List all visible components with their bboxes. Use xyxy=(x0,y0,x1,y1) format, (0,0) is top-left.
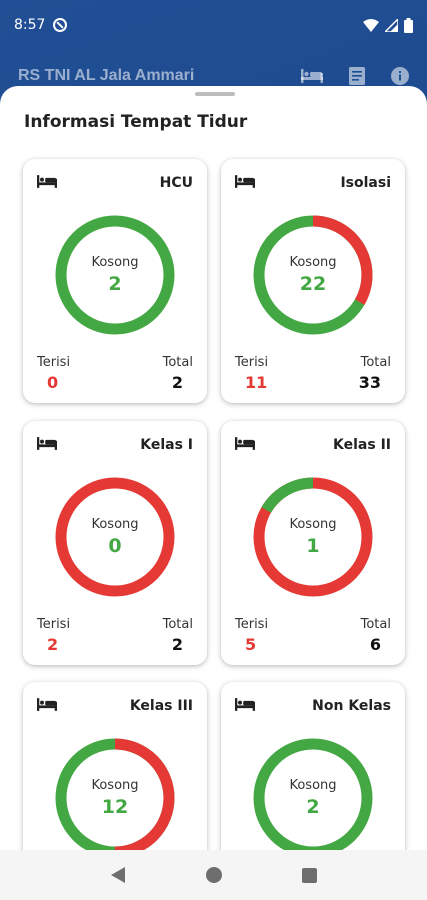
ward-name: Non Kelas xyxy=(312,698,391,714)
terisi-value: 2 xyxy=(47,635,59,654)
total-label: Total xyxy=(162,617,193,632)
home-icon[interactable] xyxy=(206,867,222,883)
kosong-value: 1 xyxy=(306,535,320,557)
total-value: 2 xyxy=(171,635,183,654)
info-icon[interactable] xyxy=(391,67,409,85)
battery-icon xyxy=(404,17,413,33)
document-icon[interactable] xyxy=(349,67,365,85)
bed-card-kelas-ii[interactable]: Kelas II Kosong 1 Terisi 5 Total 6 xyxy=(221,421,405,665)
total-value: 33 xyxy=(358,373,381,392)
do-not-disturb-icon xyxy=(53,18,68,32)
drag-handle[interactable] xyxy=(195,92,235,96)
kosong-value: 12 xyxy=(101,796,129,818)
bed-icon xyxy=(235,175,255,188)
recents-icon[interactable] xyxy=(302,867,317,883)
terisi-label: Terisi xyxy=(37,355,71,370)
bed-card-kelas-i[interactable]: Kelas I Kosong 0 Terisi 2 Total 2 xyxy=(23,421,207,665)
occupancy-donut xyxy=(253,215,373,335)
sheet-title: Informasi Tempat Tidur xyxy=(24,112,248,132)
bed-icon xyxy=(235,437,255,450)
occupancy-donut xyxy=(55,215,175,335)
kosong-value: 22 xyxy=(299,273,327,295)
bed-card-kelas-iii[interactable]: Kelas III Kosong 12 xyxy=(23,682,207,850)
terisi-label: Terisi xyxy=(235,617,269,632)
kosong-label: Kosong xyxy=(289,255,337,270)
kosong-label: Kosong xyxy=(91,517,139,532)
occupancy-donut xyxy=(253,738,373,850)
total-value: 6 xyxy=(369,635,381,654)
bed-icon xyxy=(235,698,255,711)
total-value: 2 xyxy=(171,373,183,392)
terisi-value: 11 xyxy=(245,373,268,392)
bed-icon xyxy=(37,437,57,450)
app-bar: RS TNI AL Jala Ammari xyxy=(0,58,427,94)
system-nav-bar xyxy=(0,850,427,900)
occupancy-donut xyxy=(55,477,175,597)
bed-icon xyxy=(37,175,57,188)
kosong-label: Kosong xyxy=(289,517,337,532)
terisi-label: Terisi xyxy=(235,355,269,370)
kosong-value: 2 xyxy=(108,273,122,295)
back-icon[interactable] xyxy=(110,866,126,884)
bed-card-hcu[interactable]: HCU Kosong 2 Terisi 0 Total 2 xyxy=(23,159,207,403)
bed-info-sheet: Informasi Tempat Tidur HCU Kosong 2 Teri… xyxy=(0,86,427,850)
bed-icon xyxy=(37,698,57,711)
ward-name: Kelas III xyxy=(129,698,193,714)
ward-name: Kelas II xyxy=(333,437,391,453)
terisi-label: Terisi xyxy=(37,617,71,632)
status-time: 8:57 xyxy=(14,17,46,33)
terisi-value: 0 xyxy=(47,373,59,392)
kosong-value: 0 xyxy=(108,535,122,557)
kosong-label: Kosong xyxy=(289,778,337,793)
terisi-value: 5 xyxy=(245,635,257,654)
occupancy-donut xyxy=(253,477,373,597)
signal-icon xyxy=(385,18,398,32)
wifi-icon xyxy=(363,18,379,32)
kosong-label: Kosong xyxy=(91,255,139,270)
total-label: Total xyxy=(162,355,193,370)
ward-name: HCU xyxy=(159,175,193,191)
app-title: RS TNI AL Jala Ammari xyxy=(18,67,195,84)
ward-name: Isolasi xyxy=(340,175,391,191)
kosong-value: 2 xyxy=(306,796,320,818)
ward-name: Kelas I xyxy=(140,437,193,453)
bed-card-isolasi[interactable]: Isolasi Kosong 22 Terisi 11 Total 33 xyxy=(221,159,405,403)
bed-icon[interactable] xyxy=(301,69,323,83)
bed-card-non-kelas[interactable]: Non Kelas Kosong 2 xyxy=(221,682,405,850)
occupancy-donut xyxy=(55,738,175,850)
total-label: Total xyxy=(360,617,391,632)
kosong-label: Kosong xyxy=(91,778,139,793)
total-label: Total xyxy=(360,355,391,370)
status-bar: 8:57 xyxy=(0,0,427,50)
